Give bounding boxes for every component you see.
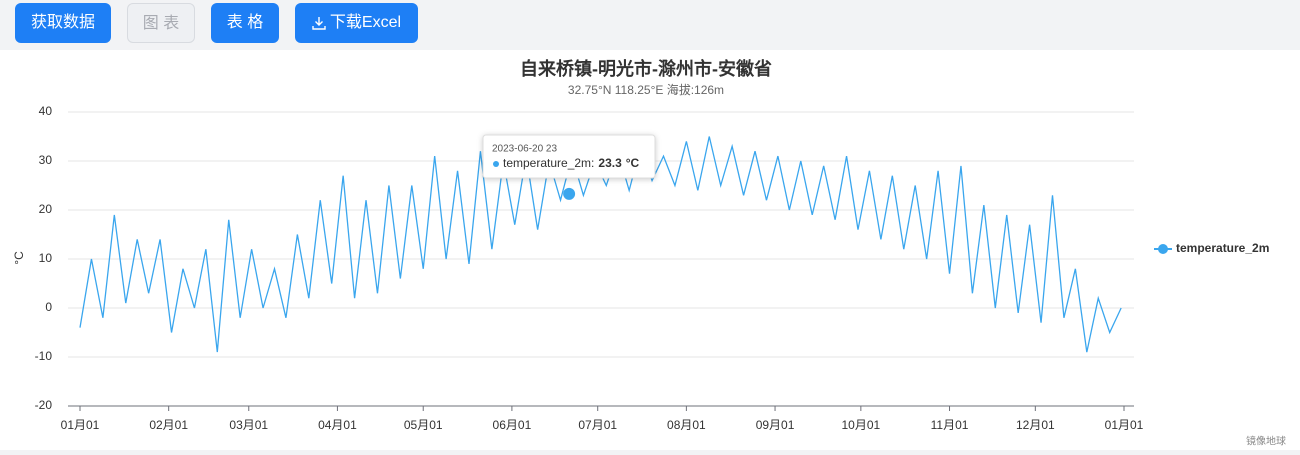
- x-tick-label: 10月01: [842, 418, 881, 432]
- tooltip-text: temperature_2m: 23.3 °C: [503, 156, 640, 170]
- tooltip-time: 2023-06-20 23: [492, 144, 557, 155]
- y-axis-label: °C: [12, 251, 26, 265]
- legend-label: temperature_2m: [1176, 241, 1269, 255]
- tooltip-part: 23.3: [598, 156, 622, 170]
- x-tick-label: 05月01: [404, 418, 443, 432]
- x-tick-label: 07月01: [578, 418, 617, 432]
- y-tick-label: 20: [39, 202, 53, 216]
- tooltip-dot: [493, 161, 499, 167]
- table-button[interactable]: 表 格: [211, 3, 279, 43]
- x-tick-label: 01月01: [61, 418, 100, 432]
- y-tick-label: -20: [35, 398, 53, 412]
- tooltip-part: temperature_2m:: [503, 156, 594, 170]
- fetch-button[interactable]: 获取数据: [15, 3, 111, 43]
- chart-subtitle: 32.75°N 118.25°E 海拔:126m: [568, 82, 724, 97]
- x-tick-label: 04月01: [318, 418, 357, 432]
- y-tick-label: 10: [39, 251, 53, 265]
- download-icon: [312, 17, 326, 30]
- chart: 自来桥镇-明光市-滁州市-安徽省 32.75°N 118.25°E 海拔:126…: [0, 50, 1300, 450]
- download-label: 下载Excel: [329, 14, 402, 31]
- x-tick-label: 12月01: [1016, 418, 1055, 432]
- watermark: 镜像地球: [1246, 435, 1286, 448]
- y-tick-label: 0: [45, 300, 52, 314]
- chart-button[interactable]: 图 表: [127, 3, 195, 43]
- tooltip-box: [482, 134, 656, 179]
- chart-bg: [0, 50, 1300, 450]
- x-tick-label: 01月01: [1105, 418, 1144, 432]
- y-tick-label: 30: [39, 153, 53, 167]
- x-tick-label: 11月01: [931, 418, 969, 432]
- x-tick-label: 03月01: [229, 418, 268, 432]
- toolbar: 获取数据 图 表 表 格 下载Excel: [0, 0, 1300, 48]
- x-tick-label: 08月01: [667, 418, 706, 432]
- x-tick-label: 06月01: [493, 418, 532, 432]
- legend-marker: [1158, 244, 1168, 254]
- download-button[interactable]: 下载Excel: [295, 3, 418, 43]
- y-tick-label: -10: [35, 349, 53, 363]
- x-tick-label: 02月01: [149, 418, 188, 432]
- chart-title: 自来桥镇-明光市-滁州市-安徽省: [520, 58, 772, 79]
- tooltip-part: °C: [626, 156, 640, 170]
- y-tick-label: 40: [39, 104, 53, 118]
- hover-point: [563, 187, 576, 200]
- x-tick-label: 09月01: [756, 418, 795, 432]
